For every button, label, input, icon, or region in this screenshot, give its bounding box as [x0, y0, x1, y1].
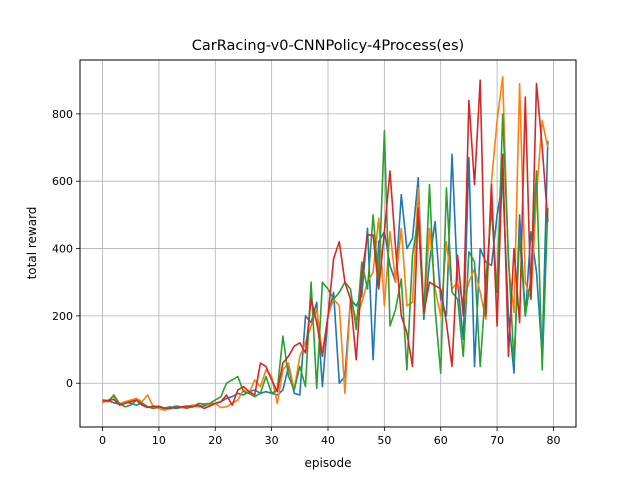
y-tick-label: 0 [66, 377, 73, 390]
y-tick-label: 200 [52, 310, 73, 323]
x-tick-label: 80 [546, 434, 560, 447]
series-line-1 [102, 140, 549, 410]
plot-lines [102, 76, 549, 412]
y-tick-label: 400 [52, 243, 73, 256]
y-axis-label: total reward [25, 207, 39, 280]
x-tick-label: 70 [490, 434, 504, 447]
x-tick-label: 50 [377, 434, 391, 447]
x-tick-label: 30 [265, 434, 279, 447]
y-tick-label: 800 [52, 108, 73, 121]
x-tick-label: 20 [208, 434, 222, 447]
x-tick-label: 60 [434, 434, 448, 447]
x-tick-label: 10 [152, 434, 166, 447]
series-line-3 [102, 113, 549, 410]
chart-title: CarRacing-v0-CNNPolicy-4Process(es) [192, 38, 464, 54]
x-tick-label: 0 [99, 434, 106, 447]
x-axis-label: episode [305, 456, 352, 470]
y-tick-label: 600 [52, 175, 73, 188]
grid [80, 60, 576, 427]
series-line-4 [102, 79, 549, 410]
x-tick-label: 40 [321, 434, 335, 447]
